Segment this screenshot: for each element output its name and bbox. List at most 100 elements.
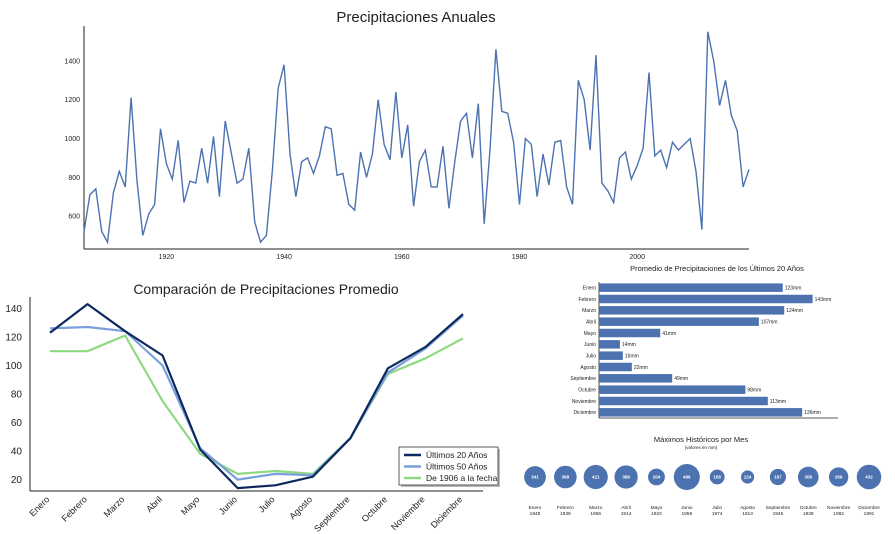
- comparison-x-tick-label: Junio: [217, 494, 239, 516]
- bubble-month-label: Septiembre: [766, 505, 791, 511]
- bar-category-label: Septiembre: [570, 376, 596, 382]
- bubble-chart-bubbles: 341Enero1948368Febrero1939421Marzo196638…: [524, 464, 882, 517]
- bar-value-label: 98mm: [747, 387, 761, 393]
- annual-x-tick-label: 1940: [276, 254, 292, 261]
- comparison-y-tick-label: 100: [5, 361, 22, 372]
- comparison-chart: Comparación de Precipitaciones Promedio …: [5, 281, 500, 534]
- bar: [599, 294, 813, 304]
- bubble-month-label: Julio: [712, 505, 722, 511]
- bubble-chart-title: Máximos Históricos por Mes: [654, 435, 748, 444]
- annual-x-tick-label: 1920: [159, 254, 175, 261]
- bar: [599, 306, 785, 315]
- bar-value-label: 22mm: [634, 365, 648, 371]
- bar-value-label: 14mm: [622, 342, 636, 348]
- bar-category-label: Enero: [583, 285, 597, 291]
- bar-category-label: Mayo: [584, 331, 596, 337]
- annual-chart-title: Precipitaciones Anuales: [336, 9, 495, 26]
- legend-label: Últimos 20 Años: [426, 450, 487, 460]
- bubble: [673, 464, 700, 490]
- historical-max-chart: Máximos Históricos por Mes (valores en m…: [524, 435, 882, 517]
- bubble-value-label: 486: [683, 475, 691, 480]
- bubble-value-label: 432: [865, 475, 873, 480]
- annual-x-tick-label: 1980: [512, 254, 528, 261]
- monthly-average-bar-chart: Promedio de Precipitaciones de los Últim…: [570, 264, 838, 419]
- bar-value-label: 113mm: [770, 399, 786, 405]
- bar: [599, 408, 803, 417]
- bar-category-label: Octubre: [578, 387, 596, 393]
- bar: [599, 385, 746, 394]
- bar: [599, 340, 620, 349]
- bubble-year-label: 1966: [590, 511, 601, 517]
- comparison-x-tick-label: Marzo: [102, 494, 127, 519]
- annual-precipitation-chart: Precipitaciones Anuales 1920 1940 1960 1980…: [64, 9, 750, 261]
- bar: [599, 362, 632, 372]
- legend-label: De 1906 a la fecha: [426, 473, 498, 483]
- bubble: [709, 469, 725, 485]
- bubble-year-label: 1945: [773, 511, 784, 517]
- bar-category-label: Febrero: [578, 297, 596, 303]
- bubble-year-label: 1914: [621, 511, 632, 517]
- annual-series-line: [83, 31, 750, 245]
- comparison-y-tick-label: 120: [5, 332, 22, 343]
- bubble: [797, 466, 819, 488]
- bar-chart-title: Promedio de Precipitaciones de los Últim…: [630, 264, 804, 273]
- bubble-month-label: Febrero: [557, 505, 574, 511]
- bubble-month-label: Noviembre: [827, 505, 851, 511]
- annual-y-tick-label: 1200: [64, 97, 80, 104]
- bubble-year-label: 1959: [681, 511, 692, 517]
- annual-x-tick-label: 1960: [394, 254, 410, 261]
- bubble-value-label: 158: [713, 475, 721, 480]
- comparison-x-tick-label: Enero: [27, 494, 51, 518]
- bubble-value-label: 368: [562, 475, 570, 480]
- comparison-y-ticks: 20 40 60 80 100 120 140: [5, 304, 22, 486]
- bubble: [583, 464, 608, 490]
- bubble: [769, 468, 786, 486]
- annual-y-tick-label: 600: [68, 214, 80, 221]
- comparison-y-tick-label: 20: [11, 475, 23, 486]
- comparison-x-tick-label: Noviembre: [389, 494, 427, 532]
- bar-category-label: Julio: [586, 353, 597, 359]
- bubble-value-label: 421: [592, 475, 600, 480]
- legend-label: Últimos 50 Años: [426, 462, 487, 472]
- comparison-x-tick-label: Septiembre: [312, 494, 352, 534]
- comparison-series-line: [49, 303, 464, 490]
- bar-value-label: 124mm: [786, 308, 803, 314]
- bubble-year-label: 1939: [803, 511, 814, 517]
- annual-y-ticks: 600 800 1000 1200 1400: [64, 58, 80, 220]
- bar: [599, 351, 623, 360]
- comparison-series: [49, 303, 464, 490]
- bar: [599, 374, 673, 383]
- bar-value-label: 49mm: [674, 376, 688, 382]
- bar-value-label: 123mm: [785, 285, 802, 291]
- annual-x-tick-label: 2000: [629, 254, 645, 261]
- bubble-month-label: Octubre: [800, 505, 817, 511]
- legend-box: [398, 446, 499, 486]
- comparison-y-tick-label: 80: [11, 390, 23, 401]
- bubble-value-label: 124: [744, 475, 752, 480]
- bar-value-label: 107mm: [761, 319, 778, 325]
- bubble-month-label: Enero: [529, 505, 542, 511]
- bar-category-label: Marzo: [582, 308, 596, 314]
- comparison-x-ticks: Enero Febrero Marzo Abril Mayo Junio Julio Agos…: [27, 494, 464, 534]
- bubble-year-label: 1939: [560, 511, 571, 517]
- bubble-month-label: Agosto: [740, 505, 755, 511]
- bar: [599, 396, 768, 406]
- comparison-x-tick-label: Octubre: [360, 494, 390, 524]
- bar-value-label: 143mm: [815, 297, 832, 303]
- bubble-year-label: 1948: [530, 511, 541, 517]
- comparison-x-tick-label: Diciembre: [429, 494, 465, 530]
- bubble-value-label: 308: [805, 475, 813, 480]
- comparison-y-tick-label: 40: [11, 447, 23, 458]
- bar-category-label: Junio: [584, 342, 596, 348]
- bar-category-label: Abril: [586, 319, 596, 325]
- comparison-y-tick-label: 60: [11, 418, 23, 429]
- bubble-year-label: 1974: [712, 511, 723, 517]
- comparison-x-tick-label: Mayo: [179, 494, 202, 517]
- bubble-year-label: 1913: [742, 511, 753, 517]
- bar-category-label: Agosto: [580, 365, 596, 371]
- bubble: [856, 464, 882, 490]
- bubble-value-label: 389: [622, 475, 630, 480]
- comparison-x-tick-label: Agosto: [287, 494, 314, 521]
- annual-y-tick-label: 1000: [64, 136, 80, 143]
